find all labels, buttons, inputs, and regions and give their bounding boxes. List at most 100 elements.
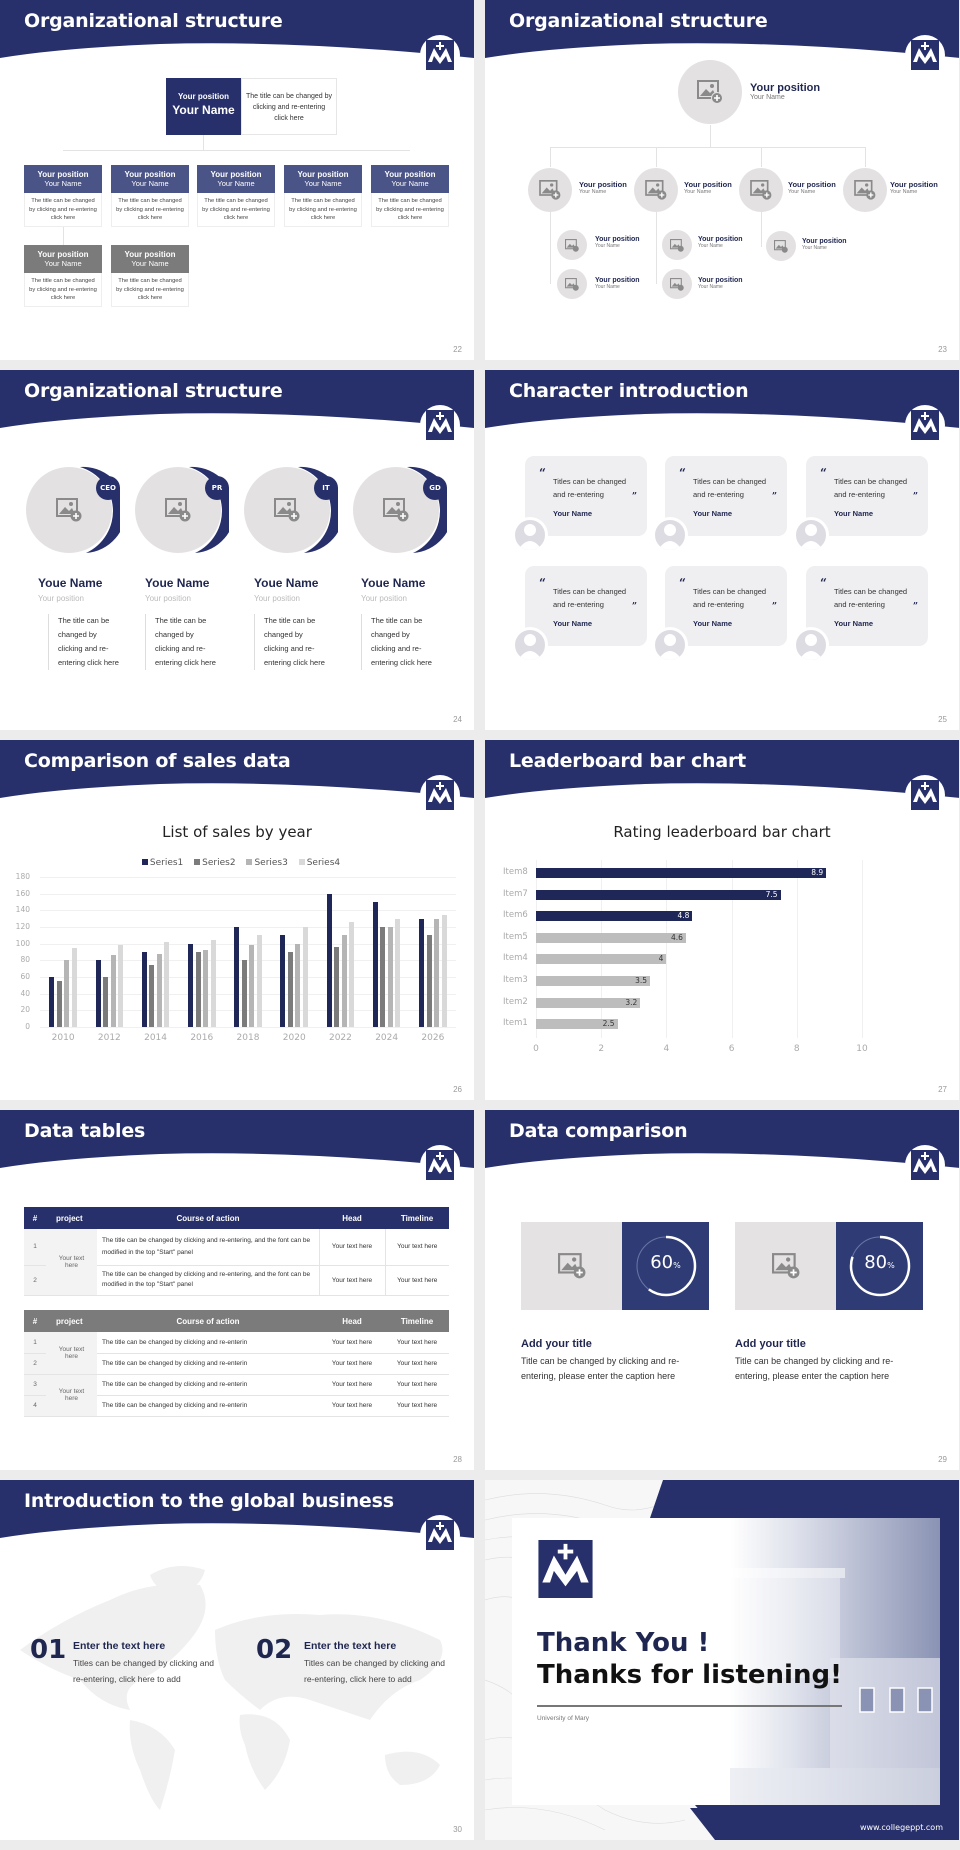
slide-23-org-chart-circles[interactable]: Organizational structure Your position Yo… [485, 0, 959, 360]
bar[interactable] [280, 935, 286, 1027]
quote-card[interactable]: “ Titles can be changed and re-entering ” Y… [665, 456, 787, 536]
bar[interactable] [326, 893, 332, 1027]
avatar-icon[interactable] [512, 627, 548, 663]
slide-22-org-chart[interactable]: Organizational structure Your position Y… [0, 0, 474, 360]
bar[interactable] [141, 952, 147, 1027]
photo-placeholder[interactable] [766, 231, 796, 261]
bar[interactable] [241, 960, 247, 1027]
org-card[interactable]: Your position Your Name The title can be c… [111, 245, 189, 307]
avatar-icon[interactable] [512, 517, 548, 553]
bar[interactable] [441, 914, 447, 1027]
bar[interactable] [387, 927, 393, 1027]
avatar-icon[interactable] [652, 627, 688, 663]
bar[interactable] [302, 927, 308, 1027]
quote-card[interactable]: “ Titles can be changed and re-entering ” Y… [525, 566, 647, 646]
bar[interactable] [419, 918, 425, 1027]
bar[interactable] [95, 960, 101, 1027]
quote-card[interactable]: “ Titles can be changed and re-entering ” Y… [806, 456, 928, 536]
website-link[interactable]: www.collegeppt.com [859, 1823, 943, 1832]
bar[interactable] [426, 935, 432, 1027]
role-badge: GD [423, 476, 447, 500]
photo-placeholder[interactable] [634, 168, 678, 212]
image-placeholder[interactable] [735, 1222, 836, 1310]
table-row[interactable]: 1 Your text here The title can be change… [24, 1229, 449, 1296]
table-row[interactable]: 3 Your text here The title can be change… [24, 1374, 449, 1417]
bar[interactable] [341, 935, 347, 1027]
bar[interactable] [287, 952, 293, 1027]
slide-28-data-tables[interactable]: Data tables # project Course of action H… [0, 1110, 474, 1470]
bar[interactable] [203, 950, 209, 1027]
slide-30-global-business[interactable]: Introduction to the global business 01 E… [0, 1480, 474, 1840]
quote-card[interactable]: “ Titles can be changed and re-entering ” Y… [525, 456, 647, 536]
bar[interactable]: 3.5 [536, 976, 651, 986]
action-cell: The title can be changed by clicking and… [97, 1229, 319, 1266]
bar[interactable] [110, 955, 116, 1027]
bar[interactable]: 7.5 [536, 889, 781, 900]
org-card[interactable]: Your position Your Name The title can be c… [24, 245, 102, 307]
photo-placeholder[interactable] [662, 269, 692, 299]
bar[interactable] [71, 947, 77, 1027]
top-position-box[interactable]: Your position Your Name [166, 78, 241, 135]
avatar-icon[interactable] [793, 627, 829, 663]
photo-placeholder[interactable] [843, 168, 887, 212]
table-row[interactable]: 1 Your text here The title can be change… [24, 1332, 449, 1375]
bar[interactable] [64, 960, 70, 1027]
bar[interactable] [103, 977, 109, 1027]
slide-25-character-intro[interactable]: Character introduction “ Titles can be ch… [485, 370, 959, 730]
name-label: Your Name [595, 243, 620, 249]
bar[interactable]: 4 [536, 954, 667, 965]
bar[interactable] [434, 918, 440, 1027]
slide-29-data-comparison[interactable]: Data comparison 60% Add your title Title… [485, 1110, 959, 1470]
page-number: 29 [938, 1455, 947, 1464]
bar[interactable] [156, 953, 162, 1027]
bar[interactable] [49, 977, 55, 1027]
bar[interactable] [349, 922, 355, 1027]
bar[interactable] [195, 952, 201, 1027]
bar[interactable] [295, 943, 301, 1027]
bar[interactable] [249, 945, 255, 1027]
bar[interactable] [56, 981, 62, 1027]
quote-card[interactable]: “ Titles can be changed and re-entering ” Y… [665, 566, 787, 646]
photo-placeholder[interactable] [678, 60, 742, 124]
bar[interactable] [188, 943, 194, 1027]
photo-placeholder[interactable] [662, 230, 692, 260]
bar[interactable]: 2.5 [536, 1019, 618, 1030]
bar[interactable]: 3.2 [536, 997, 641, 1008]
slide-31-thank-you[interactable]: Thank You ! Thanks for listening! Univer… [485, 1480, 959, 1840]
org-card[interactable]: Your position Your Name The title can be c… [111, 165, 189, 227]
bar[interactable] [256, 935, 262, 1027]
slide-26-sales-chart[interactable]: Comparison of sales data List of sales b… [0, 740, 474, 1100]
bar[interactable] [210, 939, 216, 1027]
image-placeholder[interactable] [521, 1222, 622, 1310]
table-row[interactable]: 4 The title can be changed by clicking a… [24, 1395, 449, 1417]
bar[interactable] [372, 902, 378, 1027]
bar[interactable]: 8.9 [536, 868, 827, 878]
bar[interactable] [164, 942, 170, 1027]
bar[interactable] [395, 918, 401, 1027]
bar[interactable] [334, 947, 340, 1027]
photo-placeholder[interactable] [557, 230, 587, 260]
x-tick-label: 0 [533, 1044, 539, 1054]
org-card[interactable]: Your position Your Name The title can be c… [24, 165, 102, 227]
table-row[interactable]: 2 The title can be changed by clicking a… [24, 1265, 449, 1296]
bar[interactable]: 4.6 [536, 932, 686, 943]
bar-chart-plot: 0 20 40 60 80 100 120 140 160 180 2010 2012 2014 2016… [0, 740, 474, 1100]
bar[interactable] [149, 964, 155, 1027]
org-card[interactable]: Your position Your Name The title can be c… [197, 165, 275, 227]
bar[interactable] [234, 927, 240, 1027]
org-card[interactable]: Your position Your Name The title can be c… [371, 165, 449, 227]
photo-placeholder[interactable] [557, 269, 587, 299]
slide-24-team-members[interactable]: Organizational structure CEO Youe Name Y… [0, 370, 474, 730]
slide-27-leaderboard[interactable]: Leaderboard bar chart Rating leaderboard… [485, 740, 959, 1100]
avatar-icon[interactable] [652, 517, 688, 553]
bar[interactable] [380, 927, 386, 1027]
photo-placeholder[interactable] [528, 168, 572, 212]
bar[interactable] [118, 944, 124, 1027]
position-label: Your position [698, 277, 743, 284]
org-card[interactable]: Your position Your Name The title can be c… [284, 165, 362, 227]
avatar-icon[interactable] [793, 517, 829, 553]
bar[interactable]: 4.8 [536, 911, 693, 922]
photo-placeholder[interactable] [739, 168, 783, 212]
table-row[interactable]: 2 The title can be changed by clicking a… [24, 1353, 449, 1375]
quote-card[interactable]: “ Titles can be changed and re-entering ” Y… [806, 566, 928, 646]
